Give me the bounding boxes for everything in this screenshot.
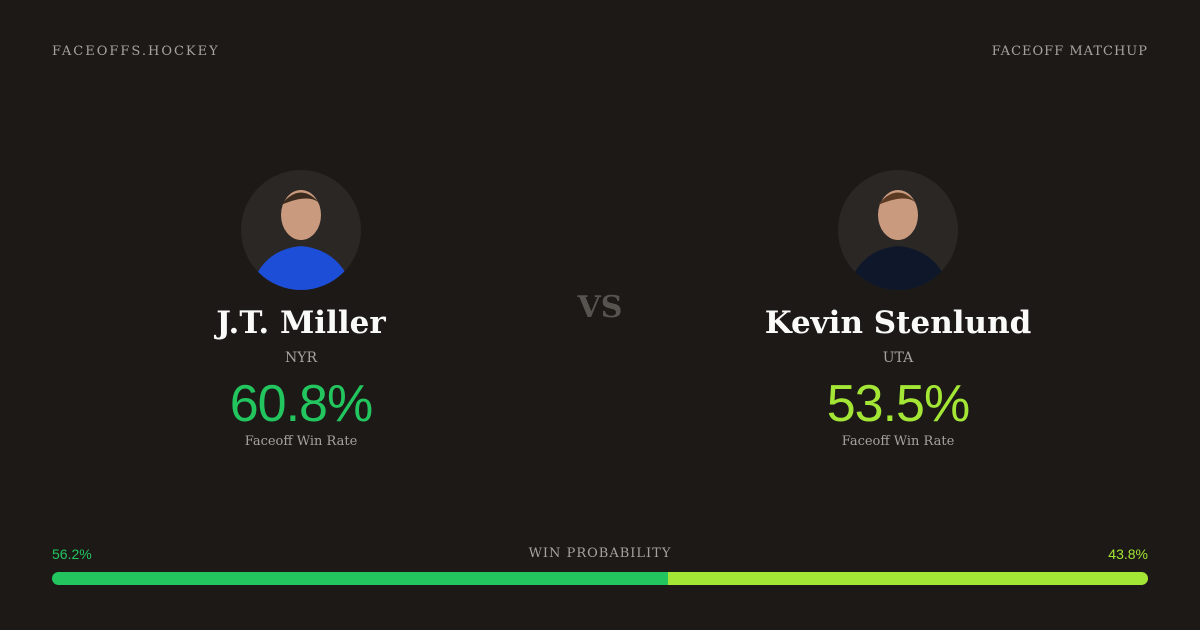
probability-segment — [52, 572, 668, 585]
win-rate-label: Faceoff Win Rate — [244, 434, 358, 449]
brand: FACEOFFS.HOCKEY — [52, 44, 220, 59]
probability-segment — [667, 572, 1148, 585]
win-probability-label: WIN PROBABILITY — [528, 546, 672, 561]
win-probability-bar — [52, 572, 1148, 585]
win-probability-right: 43.8% — [1108, 546, 1148, 562]
player-photo — [838, 170, 958, 290]
player-name: J.T. Miller — [216, 305, 386, 341]
header-label: FACEOFF MATCHUP — [991, 44, 1148, 59]
win-rate: 53.5% — [826, 375, 970, 433]
vs: VS — [577, 290, 623, 325]
win-rate: 60.8% — [229, 375, 373, 433]
player-photo — [241, 170, 361, 290]
player-team: UTA — [882, 350, 914, 366]
player-card: Kevin Stenlund UTA 53.5% Faceoff Win Rat… — [658, 170, 1138, 449]
player-card: J.T. Miller NYR 60.8% Faceoff Win Rate — [61, 170, 541, 449]
win-probability-left: 56.2% — [52, 546, 92, 562]
photo-placeholder — [848, 190, 950, 290]
win-rate-label: Faceoff Win Rate — [841, 434, 955, 449]
photo-placeholder — [251, 190, 353, 290]
player-team: NYR — [284, 350, 318, 366]
player-name: Kevin Stenlund — [764, 305, 1032, 341]
